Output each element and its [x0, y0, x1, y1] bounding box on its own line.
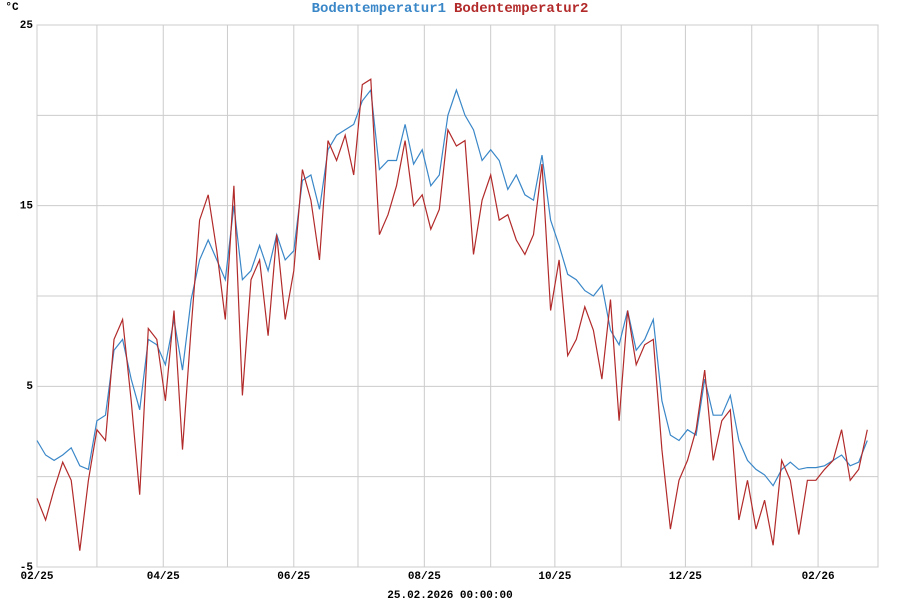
footer-timestamp: 25.02.2026 00:00:00	[387, 590, 512, 600]
x-tick-label: 06/25	[277, 571, 310, 583]
x-tick-label: 04/25	[147, 571, 180, 583]
plot-frame	[36, 24, 879, 568]
legend: Bodentemperatur1 Bodentemperatur2	[312, 1, 589, 17]
x-tick-label: 02/26	[802, 571, 835, 583]
x-tick-label: 12/25	[669, 571, 702, 583]
y-tick-label: 5	[26, 381, 33, 393]
x-tick-label: 08/25	[408, 571, 441, 583]
legend-entry: Bodentemperatur1	[312, 1, 446, 17]
y-tick-label: 25	[20, 20, 34, 32]
x-tick-label: 10/25	[538, 571, 571, 583]
y-tick-label: -5	[20, 562, 34, 574]
x-tick-label: 02/25	[20, 571, 53, 583]
data-line	[36, 78, 868, 551]
y-unit: °C	[5, 2, 19, 14]
y-tick-label: 15	[20, 201, 34, 213]
legend-entry: Bodentemperatur2	[454, 1, 588, 17]
